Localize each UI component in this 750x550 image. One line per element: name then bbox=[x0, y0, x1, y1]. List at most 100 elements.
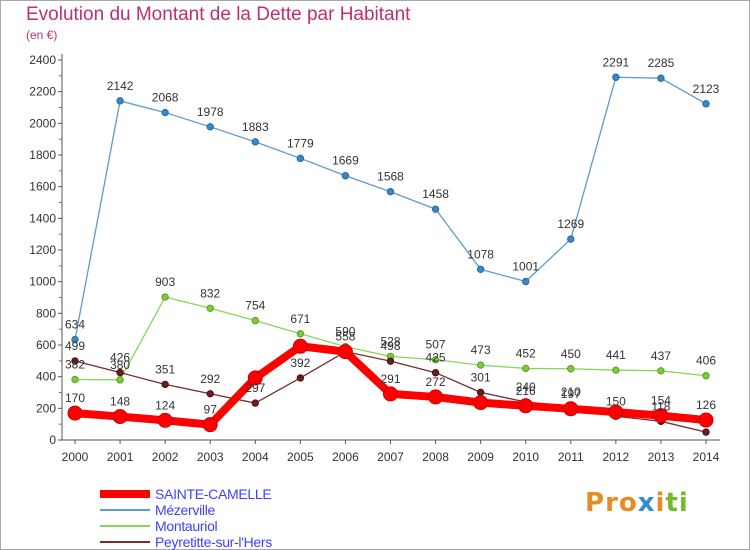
data-point-sainte-camelle bbox=[653, 408, 669, 424]
data-label-montauriol: 450 bbox=[561, 347, 581, 361]
legend-label: Montauriol bbox=[155, 518, 218, 534]
data-label-peyretitte-sur-l-hers: 498 bbox=[380, 339, 400, 353]
data-label-peyretitte-sur-l-hers: 301 bbox=[471, 370, 491, 384]
x-tick-label: 2003 bbox=[197, 450, 224, 464]
data-point-sainte-camelle bbox=[112, 409, 128, 425]
data-point-m-zerville bbox=[161, 108, 169, 117]
data-label-peyretitte-sur-l-hers: 118 bbox=[651, 399, 670, 413]
x-tick-label: 2012 bbox=[603, 450, 630, 464]
y-tick-label: 2000 bbox=[29, 116, 56, 130]
data-label-sainte-camelle: 148 bbox=[110, 395, 130, 409]
data-point-montauriol bbox=[161, 293, 169, 301]
chart-subtitle: (en €) bbox=[26, 28, 58, 42]
data-point-m-zerville bbox=[612, 73, 620, 81]
data-point-peyretitte-sur-l-hers bbox=[431, 369, 440, 377]
data-point-sainte-camelle bbox=[247, 370, 263, 386]
chart-title: Evolution du Montant de la Dette par Hab… bbox=[26, 4, 411, 25]
data-point-sainte-camelle bbox=[608, 404, 624, 420]
data-label-montauriol: 452 bbox=[516, 346, 536, 360]
data-label-sainte-camelle: 216 bbox=[516, 384, 536, 398]
x-tick-label: 2009 bbox=[467, 450, 494, 464]
data-point-montauriol bbox=[431, 356, 440, 364]
data-label-montauriol: 380 bbox=[110, 358, 130, 372]
data-label-peyretitte-sur-l-hers: 240 bbox=[516, 380, 536, 394]
data-label-sainte-camelle: 291 bbox=[380, 372, 400, 386]
proxiti-logo: Proxiti bbox=[585, 488, 689, 518]
x-tick-label: 2011 bbox=[558, 450, 584, 464]
data-point-m-zerville bbox=[476, 265, 485, 274]
x-tick-label: 2013 bbox=[648, 450, 675, 464]
chart-axes: 0 200 400 600 800 1000 1200 1400 1600 1800 2000 220… bbox=[29, 53, 720, 464]
chart-series bbox=[67, 73, 714, 436]
data-label-m-zerville: 2291 bbox=[603, 55, 630, 69]
data-label-m-zerville: 2142 bbox=[107, 79, 134, 93]
data-point-peyretitte-sur-l-hers bbox=[386, 357, 395, 365]
data-point-peyretitte-sur-l-hers bbox=[161, 380, 169, 389]
data-label-m-zerville: 1001 bbox=[512, 260, 539, 274]
data-point-montauriol bbox=[476, 361, 485, 369]
data-label-montauriol: 441 bbox=[606, 348, 626, 362]
data-label-m-zerville: 634 bbox=[65, 318, 85, 332]
data-label-sainte-camelle: 154 bbox=[651, 394, 671, 408]
data-label-m-zerville: 1568 bbox=[377, 170, 404, 184]
data-label-montauriol: 590 bbox=[335, 325, 355, 339]
data-label-m-zerville: 1883 bbox=[242, 120, 269, 134]
y-tick-label: 1600 bbox=[29, 180, 56, 194]
data-point-montauriol bbox=[612, 366, 620, 374]
data-point-peyretitte-sur-l-hers bbox=[702, 428, 710, 436]
y-tick-label: 1200 bbox=[29, 243, 56, 257]
data-point-peyretitte-sur-l-hers bbox=[251, 399, 259, 407]
x-tick-label: 2004 bbox=[242, 450, 269, 464]
data-label-sainte-camelle: 272 bbox=[426, 375, 446, 389]
data-label-peyretitte-sur-l-hers: 150 bbox=[606, 394, 626, 408]
data-point-peyretitte-sur-l-hers bbox=[116, 368, 124, 377]
legend-swatch bbox=[100, 525, 150, 527]
legend-label: Mézerville bbox=[155, 502, 216, 518]
data-point-montauriol bbox=[71, 375, 79, 384]
data-label-peyretitte-sur-l-hers: 297 bbox=[245, 381, 265, 395]
legend-swatch bbox=[100, 490, 150, 498]
data-point-montauriol bbox=[522, 364, 530, 373]
data-label-montauriol: 406 bbox=[696, 354, 716, 368]
data-label-montauriol: 832 bbox=[200, 286, 220, 300]
data-point-sainte-camelle bbox=[337, 344, 353, 360]
data-point-m-zerville bbox=[251, 138, 259, 146]
x-tick-label: 2007 bbox=[377, 450, 404, 464]
data-label-m-zerville: 1669 bbox=[332, 154, 359, 168]
legend-swatch bbox=[100, 509, 150, 511]
data-label-peyretitte-sur-l-hers: 351 bbox=[155, 362, 175, 376]
data-point-sainte-camelle bbox=[292, 338, 308, 354]
data-point-sainte-camelle bbox=[157, 412, 173, 428]
data-point-m-zerville bbox=[71, 335, 79, 344]
data-label-peyretitte-sur-l-hers: 210 bbox=[561, 385, 581, 399]
data-label-m-zerville: 1458 bbox=[422, 187, 449, 201]
data-label-montauriol: 437 bbox=[651, 349, 671, 363]
x-tick-label: 2001 bbox=[107, 450, 134, 464]
data-point-m-zerville bbox=[296, 154, 305, 163]
data-label-sainte-camelle: 197 bbox=[561, 387, 581, 401]
data-point-m-zerville bbox=[386, 188, 395, 196]
data-label-montauriol: 671 bbox=[290, 312, 310, 326]
data-point-sainte-camelle bbox=[383, 386, 398, 402]
y-tick-label: 1800 bbox=[29, 148, 56, 162]
y-tick-label: 2400 bbox=[29, 53, 56, 67]
data-label-montauriol: 507 bbox=[426, 338, 446, 352]
data-label-montauriol: 903 bbox=[155, 275, 175, 289]
data-point-montauriol bbox=[657, 367, 665, 375]
data-point-montauriol bbox=[296, 330, 305, 338]
data-point-m-zerville bbox=[341, 172, 350, 180]
data-point-m-zerville bbox=[702, 100, 710, 108]
data-label-sainte-camelle: 126 bbox=[696, 398, 716, 412]
x-tick-label: 2008 bbox=[422, 450, 449, 464]
data-label-m-zerville: 1779 bbox=[287, 136, 314, 150]
x-tick-label: 2010 bbox=[512, 450, 539, 464]
data-label-m-zerville: 2068 bbox=[152, 91, 179, 105]
data-label-peyretitte-sur-l-hers: 426 bbox=[110, 351, 130, 365]
data-point-montauriol bbox=[567, 365, 575, 373]
data-point-peyretitte-sur-l-hers bbox=[206, 390, 214, 398]
data-label-montauriol: 473 bbox=[471, 343, 491, 357]
data-label-m-zerville: 2285 bbox=[648, 56, 675, 70]
y-tick-label: 200 bbox=[36, 401, 56, 415]
data-label-sainte-camelle: 124 bbox=[155, 398, 175, 412]
